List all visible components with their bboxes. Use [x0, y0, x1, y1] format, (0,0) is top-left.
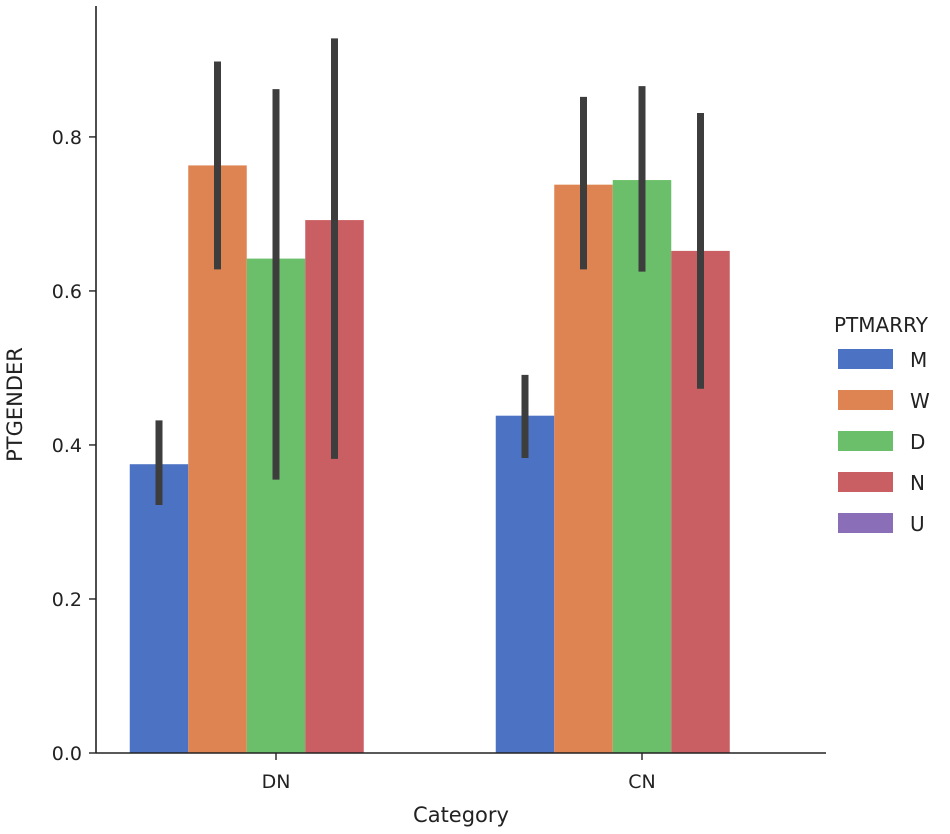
legend-swatch-u: [838, 513, 893, 533]
bar-cn-d: [612, 180, 672, 753]
y-tick-label: 0.0: [52, 743, 82, 765]
x-tick-label: DN: [262, 771, 291, 793]
y-axis-title: PTGENDER: [3, 347, 27, 462]
bar-dn-m: [129, 464, 189, 753]
legend-swatch-m: [838, 349, 893, 369]
legend-label-n: N: [910, 471, 925, 495]
legend-label-d: D: [910, 430, 925, 454]
x-tick-label: CN: [628, 771, 655, 793]
legend-swatch-n: [838, 472, 893, 492]
y-tick-label: 0.8: [52, 127, 82, 149]
axes: [95, 6, 826, 754]
y-tick-label: 0.6: [52, 281, 82, 303]
y-tick-label: 0.2: [52, 589, 82, 611]
bar-cn-w: [554, 184, 613, 753]
y-ticks: 0.0 0.2 0.4 0.6 0.8: [52, 127, 96, 765]
error-bars: [155, 38, 704, 506]
y-tick-label: 0.4: [52, 435, 82, 457]
legend-label-w: W: [910, 389, 930, 413]
legend-swatch-w: [838, 390, 893, 410]
legend-label-m: M: [910, 348, 927, 372]
bar-cn-m: [495, 415, 555, 753]
x-ticks: DN CN: [262, 753, 656, 793]
legend-title: PTMARRY: [834, 313, 929, 337]
legend-label-u: U: [910, 512, 925, 536]
x-axis-title: Category: [413, 803, 509, 827]
legend-swatch-d: [838, 431, 893, 451]
